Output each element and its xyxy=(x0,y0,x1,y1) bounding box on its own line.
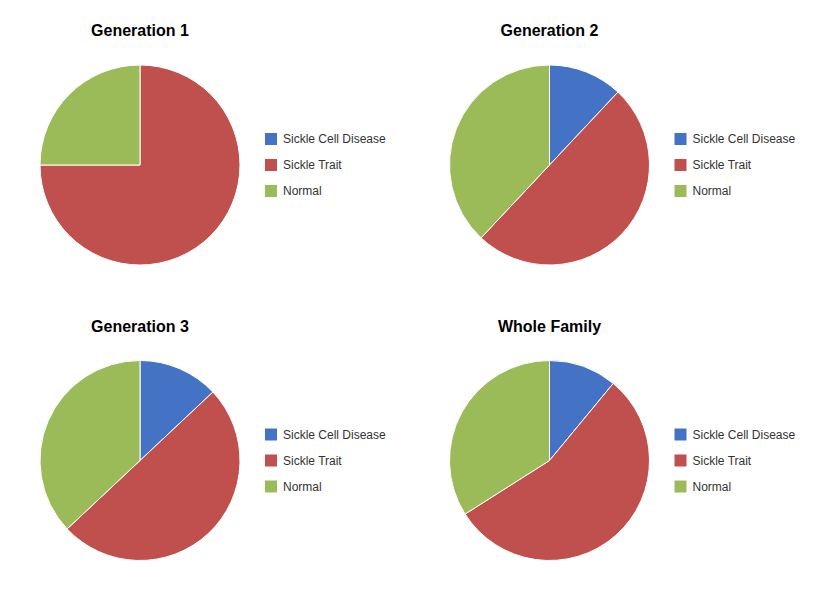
legend-item: Sickle Trait xyxy=(675,158,752,172)
legend-swatch xyxy=(265,159,277,171)
legend-label: Sickle Trait xyxy=(693,454,752,468)
legend-label: Sickle Cell Disease xyxy=(283,132,386,146)
legend-item: Normal xyxy=(675,184,732,198)
legend-label: Normal xyxy=(693,184,732,198)
legend: Sickle Cell Disease Sickle Trait Normal xyxy=(675,132,796,198)
legend-item: Sickle Cell Disease xyxy=(265,428,386,442)
slices xyxy=(449,361,649,561)
pie-slice xyxy=(40,361,140,529)
legend-label: Sickle Trait xyxy=(283,454,342,468)
legend-label: Normal xyxy=(693,480,732,494)
chart-title: Generation 2 xyxy=(501,22,599,39)
legend: Sickle Cell Disease Sickle Trait Normal xyxy=(675,428,796,494)
pie-slice xyxy=(449,361,549,515)
legend-item: Sickle Trait xyxy=(675,454,752,468)
legend-label: Normal xyxy=(283,184,322,198)
pie-slice xyxy=(40,65,140,165)
pie-slice xyxy=(449,65,549,238)
legend-label: Sickle Cell Disease xyxy=(693,428,796,442)
legend: Sickle Cell Disease Sickle Trait Normal xyxy=(265,132,386,198)
legend-swatch xyxy=(265,481,277,493)
legend-swatch xyxy=(265,455,277,467)
pie-panel: Generation 3 Sickle Cell Disease Sickle Tr… xyxy=(40,318,386,561)
legend-item: Normal xyxy=(675,480,732,494)
slices xyxy=(40,361,240,561)
chart-title: Whole Family xyxy=(498,318,601,335)
pie-slice xyxy=(40,65,240,265)
chart-title: Generation 3 xyxy=(91,318,189,335)
legend-swatch xyxy=(675,185,687,197)
legend-item: Normal xyxy=(265,184,322,198)
slices xyxy=(449,65,649,265)
legend-label: Sickle Cell Disease xyxy=(693,132,796,146)
legend-swatch xyxy=(675,481,687,493)
legend-item: Sickle Trait xyxy=(265,454,342,468)
pie-panel: Whole Family Sickle Cell Disease Sickle Tr… xyxy=(449,318,795,561)
chart-root: Generation 1 Sickle Cell Disease Sickle Tr… xyxy=(0,0,819,591)
legend-label: Sickle Trait xyxy=(283,158,342,172)
legend-item: Sickle Cell Disease xyxy=(675,428,796,442)
legend-swatch xyxy=(265,133,277,145)
legend-label: Sickle Cell Disease xyxy=(283,428,386,442)
legend-item: Sickle Cell Disease xyxy=(265,132,386,146)
pie-panel: Generation 2 Sickle Cell Disease Sickle Tr… xyxy=(449,22,795,265)
legend-label: Normal xyxy=(283,480,322,494)
legend-item: Sickle Trait xyxy=(265,158,342,172)
legend-swatch xyxy=(675,133,687,145)
legend-swatch xyxy=(265,429,277,441)
legend-label: Sickle Trait xyxy=(693,158,752,172)
legend-swatch xyxy=(675,159,687,171)
pie-panel: Generation 1 Sickle Cell Disease Sickle Tr… xyxy=(40,22,386,265)
legend-item: Normal xyxy=(265,480,322,494)
chart-title: Generation 1 xyxy=(91,22,189,39)
legend-swatch xyxy=(675,429,687,441)
legend: Sickle Cell Disease Sickle Trait Normal xyxy=(265,428,386,494)
legend-item: Sickle Cell Disease xyxy=(675,132,796,146)
legend-swatch xyxy=(265,185,277,197)
legend-swatch xyxy=(675,455,687,467)
slices xyxy=(40,65,240,265)
